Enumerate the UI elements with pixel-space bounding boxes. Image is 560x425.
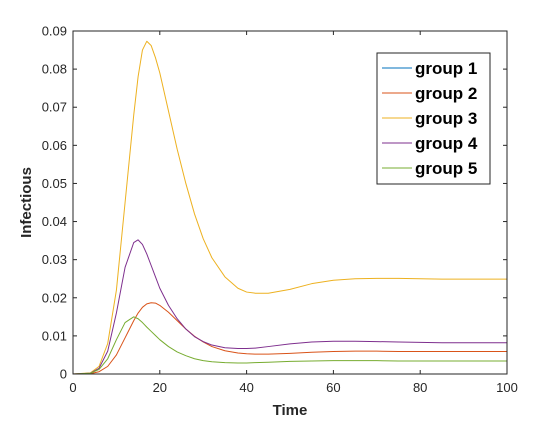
y-tick-label: 0.06 — [42, 138, 67, 153]
y-tick-label: 0.01 — [42, 328, 67, 343]
series-line-3 — [72, 40, 507, 375]
legend-label-5: group 5 — [415, 159, 477, 178]
y-tick-label: 0 — [60, 367, 67, 382]
y-tick-label: 0.08 — [42, 62, 67, 77]
x-tick-label: 80 — [413, 380, 427, 395]
x-tick-label: 40 — [239, 380, 253, 395]
legend-label-4: group 4 — [415, 134, 478, 153]
x-tick-label: 100 — [496, 380, 518, 395]
x-tick-label: 60 — [326, 380, 340, 395]
series-line-4 — [72, 239, 507, 375]
y-tick-label: 0.09 — [42, 24, 67, 39]
x-axis-title: Time — [273, 402, 308, 419]
y-tick-label: 0.04 — [42, 214, 67, 229]
legend-label-3: group 3 — [415, 109, 477, 128]
legend-label-1: group 1 — [415, 59, 477, 78]
x-tick-label: 0 — [69, 380, 76, 395]
axes-box — [72, 30, 508, 375]
y-tick-label: 0.05 — [42, 176, 67, 191]
series-line-5 — [72, 316, 507, 375]
y-tick-label: 0.03 — [42, 252, 67, 267]
legend: group 1 group 2 group 3 group 4 group 5 — [376, 52, 491, 185]
ticks-layer: 0 20 40 60 80 100 0 0.01 0.02 0.03 0.04 0.05 0.06 0.0… — [42, 24, 518, 396]
y-tick-label: 0.02 — [42, 290, 67, 305]
y-axis-title: Infectious — [18, 167, 35, 238]
legend-label-2: group 2 — [415, 84, 477, 103]
y-tick-label: 0.07 — [42, 100, 67, 115]
x-tick-label: 20 — [153, 380, 167, 395]
